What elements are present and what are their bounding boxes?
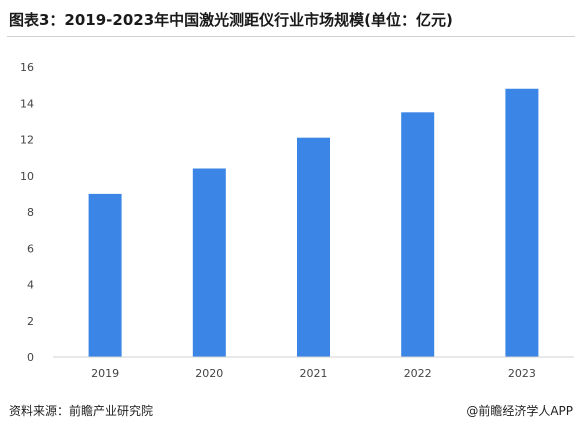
y-tick-label: 14: [20, 97, 34, 110]
bars: [88, 88, 539, 357]
y-tick-label: 8: [27, 206, 34, 219]
y-tick-label: 16: [20, 61, 34, 74]
x-tick-label: 2022: [404, 367, 432, 380]
y-tick-label: 12: [20, 134, 34, 147]
chart-title: 图表3：2019-2023年中国激光测距仪行业市场规模(单位：亿元): [9, 11, 453, 29]
y-tick-label: 0: [27, 351, 34, 364]
bar-2019: [88, 193, 122, 357]
y-tick-label: 4: [27, 279, 34, 292]
y-axis-ticks: 0 2 4 6 8 10 12 14 16: [20, 61, 34, 364]
credit-note: @前瞻经济学人APP: [466, 404, 573, 418]
x-axis-ticks: 2019 2020 2021 2022 2023: [91, 367, 536, 380]
x-tick-label: 2019: [91, 367, 119, 380]
y-tick-label: 2: [27, 315, 34, 328]
x-tick-label: 2023: [508, 367, 536, 380]
y-tick-label: 6: [27, 242, 34, 255]
bar-2021: [297, 137, 330, 357]
bar-2020: [192, 168, 226, 357]
bar-2022: [401, 112, 435, 357]
title-divider: [7, 36, 575, 37]
x-tick-label: 2020: [195, 367, 223, 380]
x-tick-label: 2021: [300, 367, 328, 380]
y-tick-label: 10: [20, 170, 34, 183]
source-note: 资料来源：前瞻产业研究院: [9, 404, 154, 418]
bar-2023: [505, 88, 539, 357]
